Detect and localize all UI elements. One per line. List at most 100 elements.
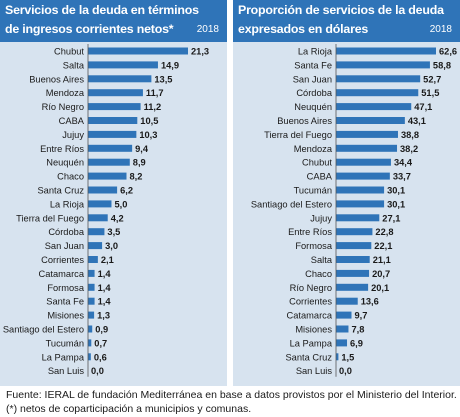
left-bar bbox=[88, 158, 130, 166]
left-chart-header: Servicios de la deuda en términos de ing… bbox=[0, 0, 227, 42]
left-bar bbox=[88, 117, 138, 124]
left-bar bbox=[88, 353, 91, 361]
left-category-label: Misiones bbox=[47, 311, 84, 321]
left-category-label: La Pampa bbox=[42, 352, 85, 362]
left-value-label: 11,2 bbox=[144, 102, 162, 112]
left-category-label: Formosa bbox=[47, 283, 85, 293]
left-value-label: 14,9 bbox=[161, 60, 179, 70]
right-category-label: Chaco bbox=[305, 269, 332, 279]
right-chart-title-line2: expresados en dólares bbox=[238, 22, 369, 36]
right-value-label: 34,4 bbox=[394, 158, 413, 168]
left-value-label: 8,9 bbox=[133, 158, 146, 168]
left-bar bbox=[88, 311, 95, 319]
right-bar bbox=[336, 172, 390, 180]
left-value-label: 9,4 bbox=[135, 144, 149, 154]
left-bar-chart: Chubut 21,3 Salta 14,9 Buenos Aires 13,5 Mendo… bbox=[3, 44, 209, 377]
right-category-label: Córdoba bbox=[296, 88, 332, 98]
left-bar bbox=[88, 144, 133, 152]
left-value-label: 6,2 bbox=[120, 186, 133, 196]
left-value-label: 0,9 bbox=[95, 325, 108, 335]
left-value-label: 8,2 bbox=[129, 172, 142, 182]
left-bar bbox=[88, 297, 95, 305]
right-value-label: 13,6 bbox=[361, 297, 379, 307]
left-category-label: Salta bbox=[63, 60, 85, 70]
right-value-label: 38,8 bbox=[401, 130, 419, 140]
right-bar bbox=[336, 242, 372, 250]
right-category-label: Santa Cruz bbox=[285, 352, 332, 362]
right-bar bbox=[336, 269, 370, 277]
right-bar bbox=[336, 61, 430, 69]
right-value-label: 20,1 bbox=[371, 283, 389, 293]
left-bar bbox=[88, 75, 152, 83]
right-bar bbox=[336, 158, 391, 166]
right-category-label: Tucumán bbox=[294, 186, 332, 196]
right-value-label: 22,8 bbox=[375, 227, 393, 237]
left-category-label: Tierra del Fuego bbox=[16, 213, 84, 223]
source-footnote: Fuente: IERAL de fundación Mediterránea … bbox=[6, 389, 457, 401]
left-value-label: 1,4 bbox=[98, 283, 112, 293]
left-value-label: 5,0 bbox=[114, 199, 127, 209]
right-value-label: 22,1 bbox=[374, 241, 392, 251]
left-bar bbox=[88, 339, 92, 347]
left-value-label: 10,3 bbox=[139, 130, 157, 140]
right-value-label: 62,6 bbox=[439, 47, 457, 57]
left-bar bbox=[88, 228, 105, 236]
left-category-label: San Luis bbox=[48, 366, 85, 376]
right-value-label: 43,1 bbox=[408, 116, 426, 126]
left-value-label: 3,5 bbox=[107, 227, 120, 237]
right-category-label: Buenos Aires bbox=[277, 116, 332, 126]
left-value-label: 0,6 bbox=[94, 352, 107, 362]
left-category-label: CABA bbox=[59, 116, 85, 126]
right-value-label: 38,2 bbox=[400, 144, 418, 154]
right-category-label: Salta bbox=[311, 255, 333, 265]
right-value-label: 21,1 bbox=[373, 255, 391, 265]
right-bar bbox=[336, 228, 373, 236]
left-category-label: Catamarca bbox=[39, 269, 85, 279]
right-bar bbox=[336, 47, 436, 55]
right-bar-chart: La Rioja 62,6 Santa Fe 58,8 San Juan 52,7 Córd… bbox=[251, 44, 457, 377]
right-value-label: 1,5 bbox=[341, 352, 354, 362]
right-chart-year: 2018 bbox=[429, 24, 452, 35]
left-chart-panel: Servicios de la deuda en términos de ing… bbox=[0, 0, 227, 386]
left-bar bbox=[88, 256, 98, 263]
left-chart-title-line2: de ingresos corrientes netos* bbox=[5, 22, 174, 36]
left-value-label: 3,0 bbox=[105, 241, 118, 251]
left-chart-year: 2018 bbox=[196, 24, 219, 35]
left-value-label: 11,7 bbox=[146, 88, 164, 98]
left-category-label: Neuquén bbox=[46, 158, 84, 168]
right-category-label: Santa Fe bbox=[294, 60, 332, 70]
left-bar bbox=[88, 242, 103, 250]
right-value-label: 20,7 bbox=[372, 269, 390, 279]
left-value-label: 4,2 bbox=[111, 213, 124, 223]
right-value-label: 51,5 bbox=[421, 88, 439, 98]
left-category-label: Corrientes bbox=[41, 255, 84, 265]
right-chart-panel: Proporción de servicios de la deuda expr… bbox=[233, 0, 460, 386]
left-category-label: Santa Fe bbox=[46, 297, 84, 307]
left-value-label: 2,1 bbox=[101, 255, 114, 265]
left-category-label: San Juan bbox=[45, 241, 84, 251]
note-footnote: (*) netos de coparticipación a municipio… bbox=[6, 403, 252, 415]
right-bar bbox=[336, 256, 370, 263]
right-category-label: La Rioja bbox=[298, 47, 333, 57]
right-category-label: Jujuy bbox=[310, 213, 332, 223]
left-category-label: Chubut bbox=[54, 47, 84, 57]
right-bar bbox=[336, 283, 369, 291]
left-category-label: Río Negro bbox=[42, 102, 84, 112]
right-category-label: Catamarca bbox=[287, 311, 333, 321]
right-category-label: San Juan bbox=[293, 74, 332, 84]
right-value-label: 27,1 bbox=[382, 213, 400, 223]
right-category-label: Formosa bbox=[295, 241, 333, 251]
right-bar bbox=[336, 325, 349, 333]
left-bar bbox=[88, 89, 143, 97]
left-bar bbox=[88, 130, 137, 138]
right-category-label: CABA bbox=[307, 172, 333, 182]
left-category-label: Córdoba bbox=[48, 227, 84, 237]
left-bar bbox=[88, 214, 108, 222]
left-bar bbox=[88, 200, 112, 208]
left-value-label: 1,3 bbox=[97, 311, 110, 321]
right-category-label: Chubut bbox=[302, 158, 332, 168]
right-value-label: 0,0 bbox=[339, 366, 352, 376]
left-category-label: Tucumán bbox=[46, 338, 84, 348]
left-value-label: 1,4 bbox=[98, 297, 112, 307]
right-category-label: La Pampa bbox=[290, 338, 333, 348]
